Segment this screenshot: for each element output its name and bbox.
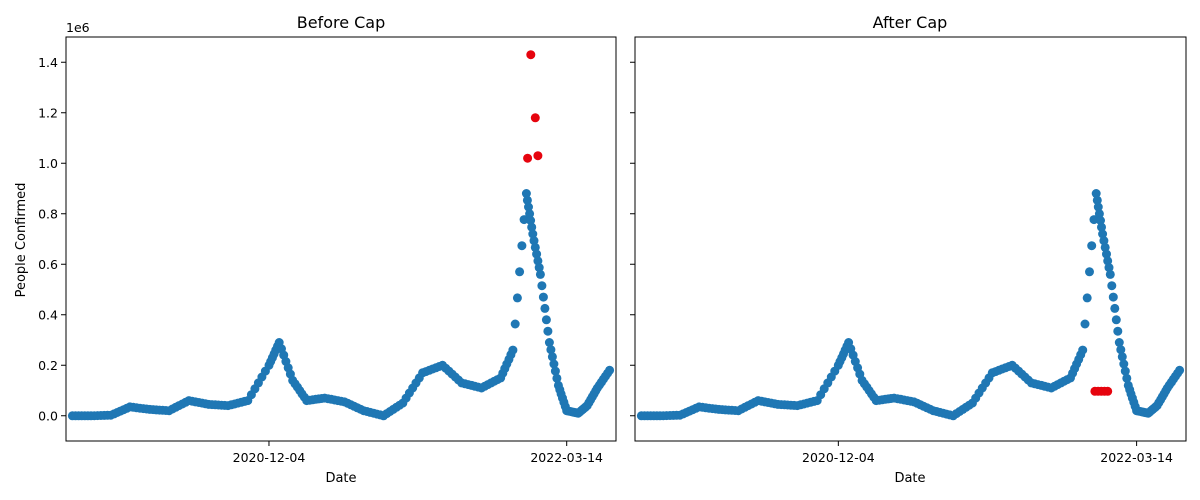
data-point [1111,315,1121,325]
data-point [527,222,537,232]
data-point [1113,326,1123,336]
y-tick-label: 0.0 [38,408,58,423]
y-tick-label: 0.2 [38,358,58,373]
y-ticks-after [630,61,635,417]
outlier-point [530,113,540,123]
data-point [1085,267,1094,277]
data-point [528,229,538,239]
data-point [529,236,539,246]
data-point [1175,365,1185,375]
y-tick-label: 0.6 [38,257,58,272]
data-point [1119,359,1129,369]
panel-before-cap: 0.0 0.2 0.4 0.6 0.8 1.0 1.2 1.4 2020-12-04 2022-… [14,13,617,486]
data-point [1092,195,1102,205]
points-after [636,189,1185,421]
data-point [1093,202,1103,212]
data-point [1091,189,1101,198]
x-axis-label-before: Date [325,471,356,486]
x-tick-label: 2022-03-14 [1100,450,1173,465]
data-point [524,202,533,212]
y-tick-label: 1.4 [38,55,58,70]
x-tick-label: 2022-03-14 [530,450,603,465]
y-axis-label: People Confirmed [14,183,29,298]
data-point [543,326,553,336]
data-point [537,281,547,291]
data-point [510,319,520,329]
data-point [1080,319,1090,329]
y-tick-label: 1.2 [38,105,58,120]
data-point [1102,249,1111,259]
data-point [512,293,522,303]
outlier-point [523,153,533,163]
data-point [1107,281,1117,291]
data-point [1122,373,1132,383]
data-point [508,345,518,355]
data-point [550,366,560,376]
data-point [515,267,525,277]
points-before [67,50,615,421]
outlier-point [1103,386,1113,396]
data-point [1114,338,1124,347]
data-point [1105,269,1115,279]
data-point [538,292,548,302]
data-point [534,263,544,273]
data-point [1087,241,1097,251]
data-point [1100,242,1110,252]
x-axis-label-after: Date [894,471,925,486]
data-point [1108,292,1118,302]
y-tick-label: 1.0 [38,156,58,171]
data-point [1097,222,1106,232]
data-point [540,303,550,313]
panel-after-cap: 2020-12-04 2022-03-14 After Cap Date [630,13,1187,486]
data-point [1082,293,1092,303]
data-point [1099,236,1109,246]
data-point [605,365,615,375]
data-point [546,345,556,355]
x-tick-label: 2020-12-04 [233,450,306,465]
data-point [517,241,527,251]
x-tick-label: 2020-12-04 [802,450,875,465]
data-point [1096,216,1105,225]
data-point [533,256,543,266]
chart-title-before: Before Cap [297,13,386,32]
data-point [1116,345,1126,355]
data-point [521,189,531,198]
data-point [526,216,536,225]
data-point [1117,352,1127,362]
data-point [1094,209,1104,219]
x-ticks-before: 2020-12-04 2022-03-14 [233,441,603,465]
data-point [535,269,545,279]
outlier-point [533,151,543,161]
data-point [532,249,542,259]
data-point [1120,366,1130,376]
data-point [547,352,557,362]
data-point [552,373,562,383]
data-point [544,338,554,347]
data-point [1078,345,1088,355]
y-tick-label: 0.4 [38,307,58,322]
data-point [1098,229,1108,239]
data-point [549,359,559,369]
y-ticks-before: 0.0 0.2 0.4 0.6 0.8 1.0 1.2 1.4 [38,55,66,423]
data-point [525,209,535,219]
chart-title-after: After Cap [873,13,948,32]
plot-frame-before [65,36,617,442]
plot-frame-after [634,36,1187,442]
y-offset-label: 1e6 [66,20,90,35]
data-point [522,195,532,205]
outlier-point [526,50,536,60]
data-point [1103,256,1113,266]
data-point [541,315,551,325]
data-point [1104,263,1114,273]
data-point [1110,303,1120,313]
x-ticks-after: 2020-12-04 2022-03-14 [802,441,1173,465]
data-point [530,242,540,252]
y-tick-label: 0.8 [38,206,58,221]
